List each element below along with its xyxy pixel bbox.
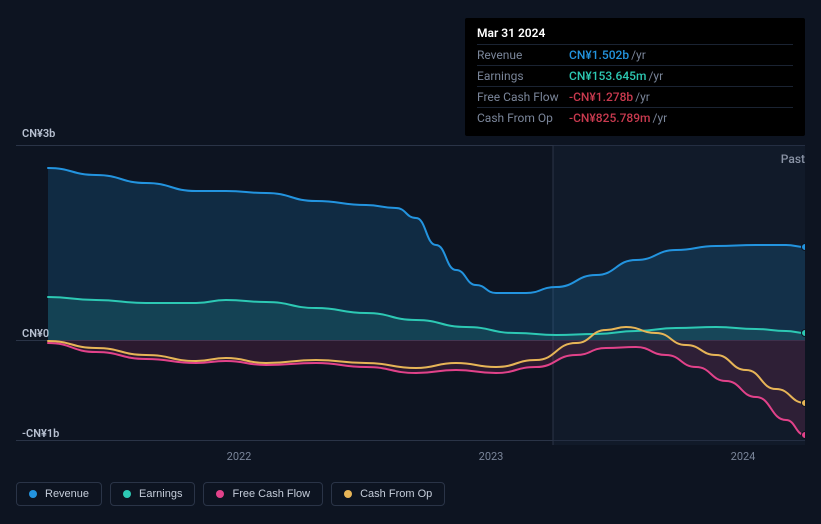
tooltip-label: Earnings <box>477 69 569 83</box>
tooltip-suffix: /yr <box>648 69 663 83</box>
chart-area[interactable] <box>16 145 805 445</box>
legend-label: Cash From Op <box>360 488 432 500</box>
tooltip-suffix: /yr <box>631 48 646 62</box>
legend-item-earnings[interactable]: Earnings <box>110 482 195 506</box>
legend-item-cfo[interactable]: Cash From Op <box>331 482 445 506</box>
legend-label: Free Cash Flow <box>232 488 310 500</box>
legend-label: Earnings <box>139 488 182 500</box>
tooltip-row-earnings: Earnings CN¥153.645m /yr <box>477 65 793 86</box>
chart-tooltip: Mar 31 2024 Revenue CN¥1.502b /yr Earnin… <box>465 18 805 136</box>
y-tick-top: CN¥3b <box>22 127 55 140</box>
tooltip-label: Revenue <box>477 48 569 62</box>
tooltip-title: Mar 31 2024 <box>477 26 793 44</box>
legend-item-revenue[interactable]: Revenue <box>16 482 102 506</box>
tooltip-value: -CN¥825.789m <box>569 111 651 125</box>
tooltip-label: Cash From Op <box>477 111 569 125</box>
legend-dot-icon <box>216 490 224 498</box>
tooltip-row-cfo: Cash From Op -CN¥825.789m /yr <box>477 107 793 128</box>
tooltip-label: Free Cash Flow <box>477 90 569 104</box>
tooltip-row-fcf: Free Cash Flow -CN¥1.278b /yr <box>477 86 793 107</box>
x-tick-2022: 2022 <box>227 450 252 463</box>
tooltip-value: CN¥1.502b <box>569 48 629 62</box>
chart-svg <box>16 145 805 445</box>
x-tick-2024: 2024 <box>731 450 756 463</box>
tooltip-value: -CN¥1.278b <box>569 90 633 104</box>
tooltip-suffix: /yr <box>653 111 668 125</box>
tooltip-suffix: /yr <box>635 90 650 104</box>
x-tick-2023: 2023 <box>479 450 504 463</box>
tooltip-value: CN¥153.645m <box>569 69 646 83</box>
legend-dot-icon <box>344 490 352 498</box>
tooltip-row-revenue: Revenue CN¥1.502b /yr <box>477 44 793 65</box>
legend-dot-icon <box>29 490 37 498</box>
legend-label: Revenue <box>45 488 89 500</box>
legend-item-fcf[interactable]: Free Cash Flow <box>203 482 323 506</box>
legend-dot-icon <box>123 490 131 498</box>
chart-legend: Revenue Earnings Free Cash Flow Cash Fro… <box>16 482 445 506</box>
chart-watermark-past: Past <box>781 152 805 166</box>
